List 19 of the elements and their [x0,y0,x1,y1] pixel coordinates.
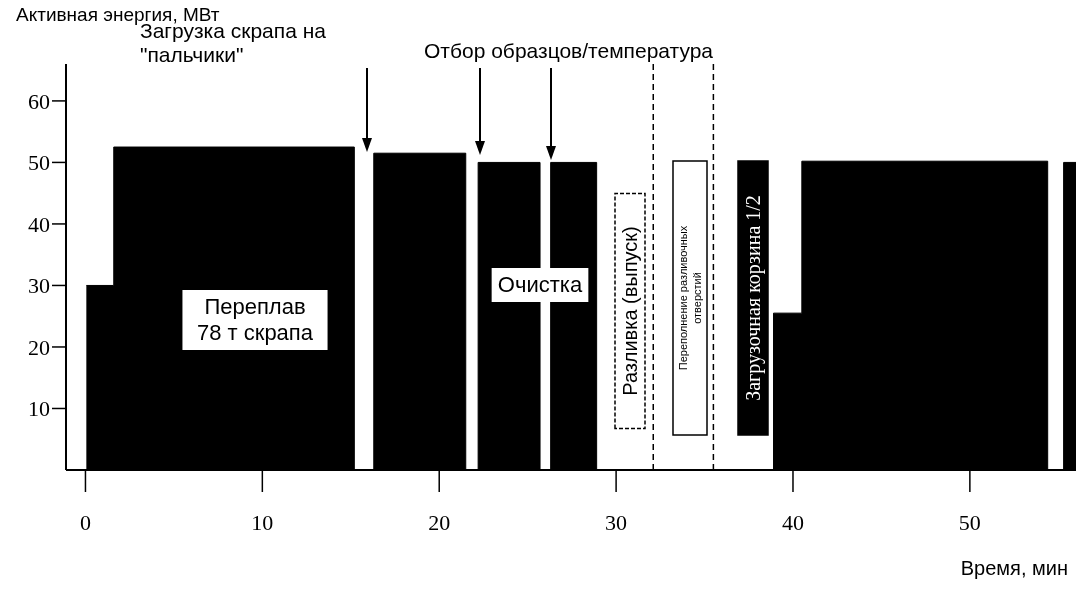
annotation: Переполнение разливочных отверстий [677,225,703,371]
annotation: Переплав 78 т скрапа [196,294,314,345]
annotation: Загрузочная корзина 1/2 [742,195,765,401]
y-tick-label: 30 [28,273,50,299]
x-tick-label: 40 [781,510,804,535]
x-tick-label: 0 [79,510,91,535]
x-axis-title: Время, мин [960,557,1068,579]
text: Отбор образцов/температура [424,39,714,62]
annotation: Разливка (выпуск) [619,226,641,396]
y-tick-label: 40 [28,211,50,237]
x-tick-label: 50 [958,510,981,535]
x-tick-label: 30 [605,510,628,535]
y-tick-label: 50 [28,150,50,176]
x-tick-label: 10 [251,510,274,535]
y-tick-label: 60 [28,88,50,114]
y-tick-label: 20 [28,334,50,360]
x-tick-label: 20 [428,510,451,535]
y-tick-label: 10 [28,396,50,422]
annotation: Очистка [497,272,583,297]
